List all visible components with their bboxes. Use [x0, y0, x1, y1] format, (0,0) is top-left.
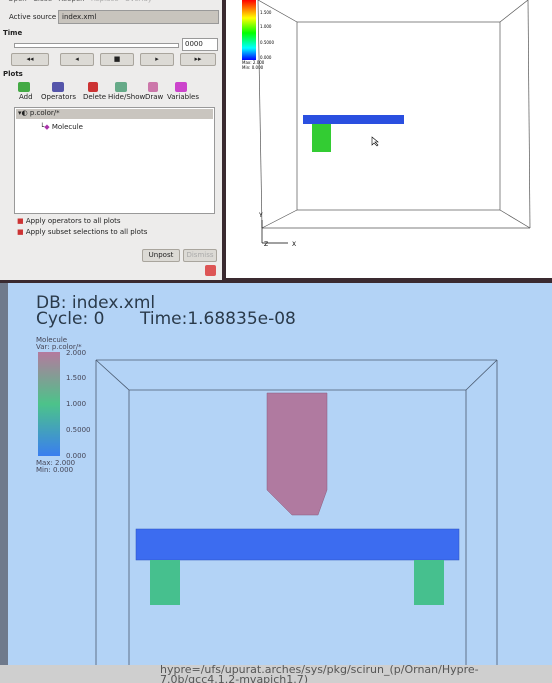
legend-tick: 0.5000	[66, 426, 91, 434]
checkbox[interactable]: ■ Apply subset selections to all plots	[17, 228, 148, 236]
legend-tick: 1.000	[66, 400, 86, 408]
operator-entry[interactable]: └◆ Molecule	[40, 123, 83, 131]
legend-tick: 1.500	[260, 10, 272, 15]
axis-label: Y	[258, 212, 263, 219]
time-field[interactable]: 0000	[182, 38, 218, 51]
legend-tick: 0.000	[260, 55, 272, 60]
legend-min: Min: 0.000	[36, 466, 73, 474]
legend-min: Min: 0.000	[242, 65, 264, 70]
label: Active source	[9, 13, 57, 21]
bottom-viewer: DB: index.xml Cycle: 0 Time:1.68835e-08 …	[0, 283, 552, 665]
legend-max: Max: 2.000	[242, 60, 265, 65]
pillar	[312, 124, 331, 152]
controls-panel: Open Close Reopen Replace Overlay Active…	[0, 0, 222, 280]
unpost-button[interactable]: Unpost	[142, 249, 180, 262]
slab	[303, 115, 404, 124]
checkbox-label: Apply subset selections to all plots	[25, 228, 148, 236]
dismiss-button[interactable]: Dismiss	[183, 249, 217, 262]
legend-tick: 0.000	[66, 452, 86, 460]
bounding-box	[257, 0, 531, 229]
legend-bar	[38, 352, 60, 456]
axis-label: X	[292, 241, 296, 248]
checkbox-label: Apply operators to all plots	[25, 217, 121, 225]
db-label: DB: index.xml	[36, 293, 155, 313]
toolbar-button[interactable]: Variables	[167, 93, 199, 101]
source-dropdown[interactable]: index.xml	[58, 10, 219, 24]
icon	[88, 82, 98, 92]
slab	[135, 528, 460, 561]
legend-max: Max: 2.000	[36, 459, 75, 467]
legend-tick: 2.000	[66, 349, 86, 357]
frame	[0, 283, 8, 665]
plot-entry[interactable]: ▾◐ p.color/*	[18, 109, 60, 117]
legend-tick: 1.000	[260, 24, 272, 29]
legend-tick: 0.5000	[260, 40, 274, 45]
legend-tick: 1.500	[66, 374, 86, 382]
axis-label: Z	[264, 241, 268, 248]
menu: Open Close Reopen Replace Overlay	[8, 0, 152, 3]
transport-button[interactable]: ◂◂	[11, 53, 49, 66]
menu-item[interactable]: Overlay	[125, 0, 152, 3]
icon	[148, 82, 158, 92]
toolbar-button[interactable]: Hide/Show	[108, 93, 146, 101]
tip	[266, 392, 328, 516]
icon	[52, 82, 64, 92]
plot-row[interactable]	[16, 109, 213, 119]
legend-bar	[242, 0, 256, 60]
icon	[18, 82, 30, 92]
legend-var: Var: p.color/*	[36, 343, 82, 351]
background	[226, 0, 552, 278]
toolbar-button[interactable]: Add	[19, 93, 33, 101]
transport-button[interactable]: ▸	[140, 53, 174, 66]
menu-item[interactable]: Close	[33, 0, 52, 3]
cycle-label: Cycle: 0	[36, 309, 104, 329]
terminal-line: 7.0b/gcc4.1.2-mvapich1.7)	[160, 673, 309, 683]
top-viewer: 1.500 1.000 0.5000 0.000 Max: 2.000 Min:…	[226, 0, 552, 278]
pillar	[150, 560, 180, 605]
pillar	[414, 560, 444, 605]
bounding-box	[95, 359, 498, 665]
plot-name: p.color/*	[29, 109, 60, 117]
time-slider[interactable]	[14, 43, 179, 48]
legend-plot: Molecule	[36, 336, 67, 344]
label: Time	[3, 29, 23, 37]
icon	[175, 82, 187, 92]
transport-button[interactable]: ◂	[60, 53, 94, 66]
terminal: hypre=/ufs/upurat.arches/sys/pkg/scirun_…	[0, 665, 552, 683]
axis-triad	[261, 220, 288, 244]
operator-name: Molecule	[51, 123, 83, 131]
toolbar-button[interactable]: Operators	[41, 93, 76, 101]
icon	[115, 82, 127, 92]
transport-button[interactable]: ▸▸	[180, 53, 216, 66]
icon	[205, 265, 216, 276]
menu-item[interactable]: Replace	[91, 0, 119, 3]
cursor	[371, 136, 379, 147]
toolbar-button[interactable]: Draw	[145, 93, 164, 101]
label: Plots	[3, 70, 23, 78]
transport-button[interactable]: ■	[100, 53, 134, 66]
toolbar-button[interactable]: Delete	[83, 93, 106, 101]
menu-item[interactable]: Reopen	[58, 0, 84, 3]
checkbox[interactable]: ■ Apply operators to all plots	[17, 217, 121, 225]
plot-list: ▾◐ p.color/* └◆ Molecule	[14, 107, 215, 214]
terminal-line: hypre=/ufs/upurat.arches/sys/pkg/scirun_…	[160, 665, 479, 676]
menu-item[interactable]: Open	[8, 0, 27, 3]
time-label: Time:1.68835e-08	[139, 309, 296, 329]
